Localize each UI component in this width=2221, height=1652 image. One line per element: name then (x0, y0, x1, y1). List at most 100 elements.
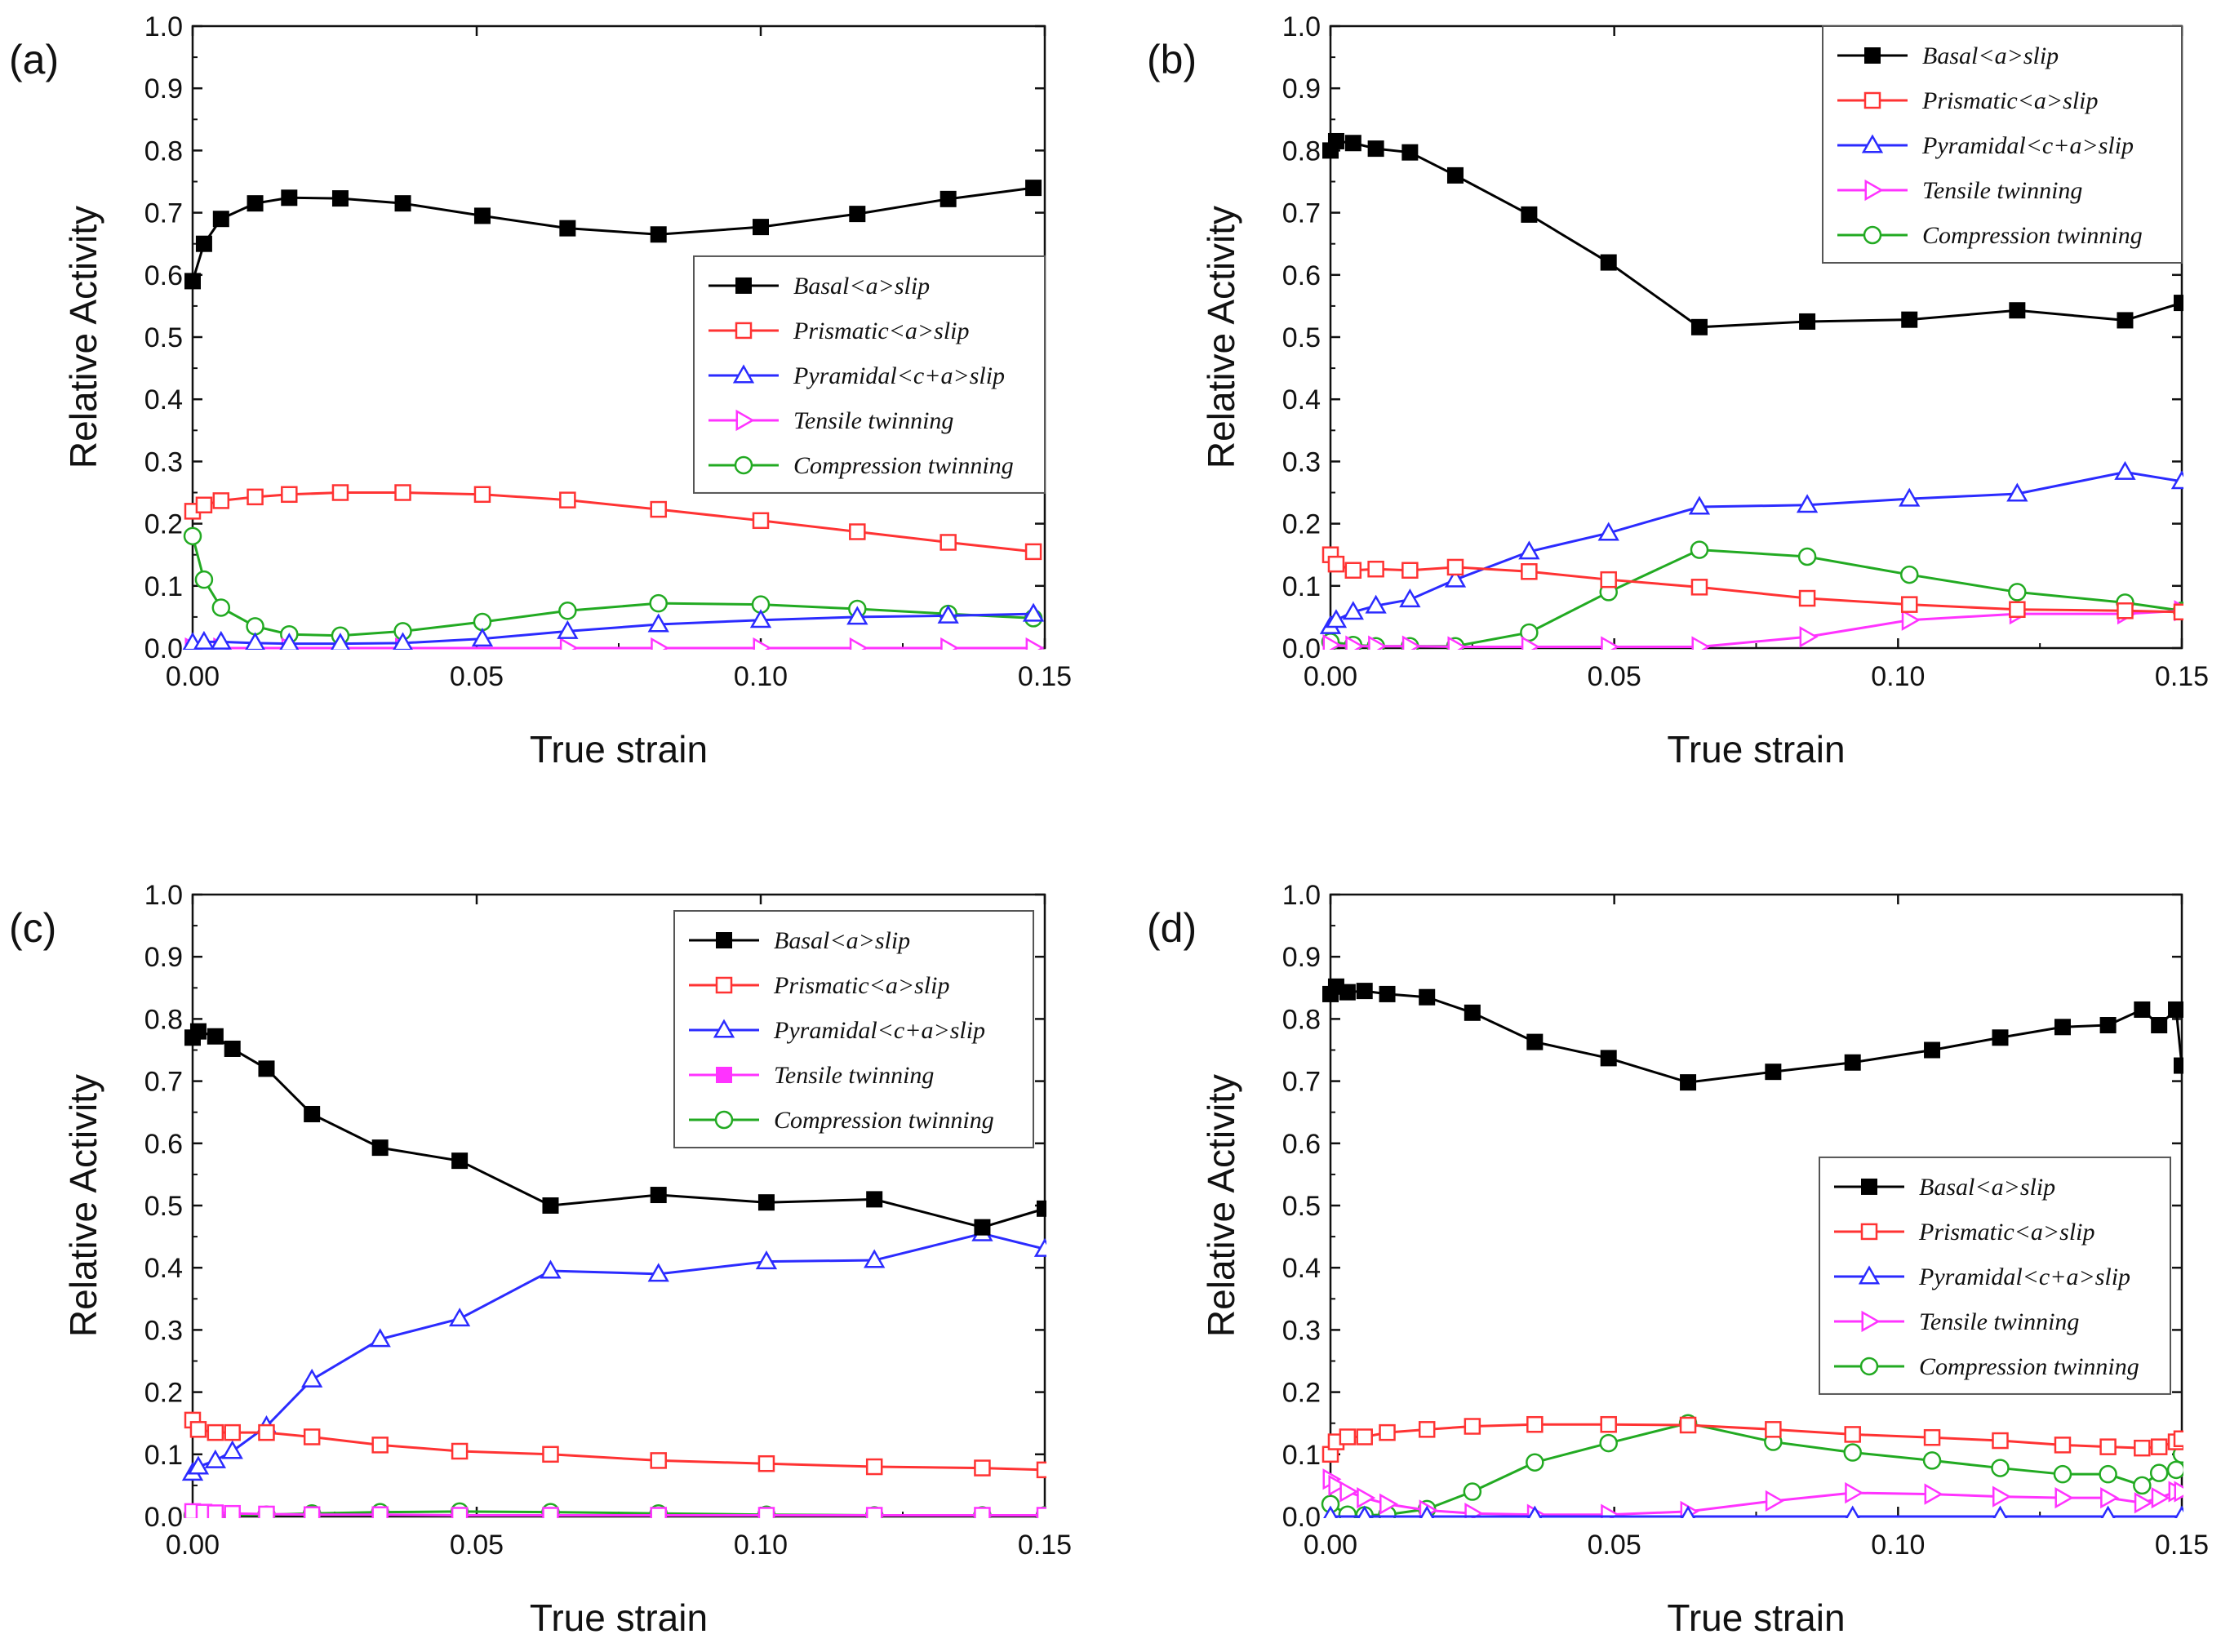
data-point (246, 617, 264, 636)
data-point (211, 598, 231, 617)
panel-label: (d) (1147, 905, 1197, 951)
legend-item-pyramidal-c-a-slip: Pyramidal<c+a>slip (708, 362, 1005, 389)
legend-item-prismatic-a-slip: Prismatic<a>slip (708, 318, 970, 344)
legend-item-basal-a-slip: Basal<a>slip (1834, 1174, 2055, 1201)
legend-label: Prismatic<a>slip (773, 972, 950, 999)
legend-label: Basal<a>slip (1919, 1174, 2055, 1201)
x-axis-label: True strain (530, 728, 708, 770)
legend-item-compression-twinning: Compression twinning (689, 1107, 994, 1134)
data-point (1991, 1459, 2010, 1477)
legend-item-pyramidal-c-a-slip: Pyramidal<c+a>slip (1834, 1263, 2130, 1290)
y-tick-label: 0.5 (1282, 322, 1321, 353)
data-point (650, 226, 667, 243)
x-axis-label: True strain (530, 1596, 708, 1639)
x-tick-label: 0.05 (1588, 1530, 1641, 1561)
data-point (207, 1504, 224, 1518)
legend-label: Compression twinning (1922, 222, 2143, 249)
data-point (303, 1506, 321, 1518)
legend-label: Tensile twinning (774, 1062, 934, 1089)
data-point (1901, 311, 1918, 328)
data-point (210, 630, 232, 650)
data-point (331, 190, 349, 207)
data-point (2174, 1057, 2183, 1074)
legend-label: Pyramidal<c+a>slip (793, 362, 1005, 389)
data-point (281, 486, 298, 504)
y-tick-label: 0.4 (144, 384, 183, 415)
data-point (2099, 1438, 2117, 1455)
data-point (184, 273, 201, 290)
legend-marker (1861, 1178, 1877, 1195)
data-point (2134, 1439, 2151, 1457)
data-point (1025, 180, 1042, 197)
data-point (1356, 983, 1373, 1000)
data-point (1526, 1415, 1544, 1433)
data-point (371, 1139, 389, 1157)
legend-item-pyramidal-c-a-slip: Pyramidal<c+a>slip (1837, 132, 2134, 159)
data-point (2099, 1017, 2117, 1034)
data-point (1327, 555, 1345, 573)
series-prismatic-a-slip (1321, 1415, 2183, 1463)
data-point (2009, 601, 2026, 619)
data-point (1379, 985, 1396, 1002)
data-point (224, 1504, 241, 1518)
data-point (1797, 547, 1817, 566)
data-point (394, 484, 411, 501)
legend-marker (1863, 91, 1881, 109)
data-point (1463, 1482, 1482, 1501)
data-point (1527, 1505, 1543, 1518)
data-point (2170, 470, 2183, 490)
x-tick-label: 0.15 (2155, 661, 2209, 692)
data-point (849, 523, 866, 540)
x-tick-label: 0.00 (1304, 1530, 1357, 1561)
data-point (1419, 1505, 1435, 1518)
legend-item-tensile-twinning: Tensile twinning (1837, 177, 2082, 204)
data-point (1357, 1486, 1376, 1509)
data-point (1342, 601, 1364, 620)
x-axis-label: True strain (1667, 728, 1845, 770)
panel-label: (a) (9, 37, 59, 82)
legend: Basal<a>slip Prismatic<a>slip Pyramidal<c+… (1819, 1156, 2171, 1395)
x-tick-label: 0.10 (734, 1530, 788, 1561)
data-point (559, 637, 579, 650)
data-point (1924, 1483, 1943, 1505)
data-point (371, 1437, 389, 1454)
data-point (1368, 635, 1388, 650)
data-point (1526, 1453, 1544, 1472)
data-point (2053, 1464, 2072, 1484)
data-point (207, 1423, 224, 1441)
data-point (1345, 635, 1365, 650)
data-point (451, 1442, 469, 1460)
data-point (473, 486, 491, 504)
y-tick-label: 0.1 (144, 571, 183, 602)
legend-label: Basal<a>slip (774, 927, 910, 954)
series-group (181, 1023, 1046, 1518)
data-point (371, 1506, 389, 1518)
series-basal-a-slip (1322, 978, 2183, 1091)
data-point (1325, 609, 1348, 628)
data-point (1799, 626, 1819, 648)
data-point (2134, 1492, 2153, 1514)
data-point (1322, 634, 1342, 650)
x-tick-label: 0.10 (1871, 1530, 1925, 1561)
legend-item-tensile-twinning: Tensile twinning (689, 1062, 934, 1089)
data-point (471, 628, 494, 647)
data-point (301, 1368, 323, 1388)
data-point (2134, 1001, 2151, 1018)
data-point (195, 235, 212, 252)
data-point (369, 1328, 391, 1348)
data-point (195, 496, 213, 513)
legend-label: Prismatic<a>slip (1921, 87, 2099, 114)
series-basal-a-slip (184, 180, 1042, 290)
y-tick-label: 0.6 (144, 260, 183, 291)
series-prismatic-a-slip (184, 484, 1042, 561)
y-tick-label: 0.0 (1282, 1502, 1321, 1533)
data-point (650, 1187, 667, 1204)
series-tensile-twinning (184, 1503, 1046, 1518)
data-point (303, 1428, 321, 1446)
legend-marker (715, 976, 733, 994)
y-tick-label: 0.6 (1282, 1129, 1321, 1160)
data-point (755, 1250, 778, 1270)
data-point (1022, 602, 1045, 622)
data-point (1323, 1505, 1338, 1518)
x-axis-label: True strain (1667, 1596, 1845, 1639)
